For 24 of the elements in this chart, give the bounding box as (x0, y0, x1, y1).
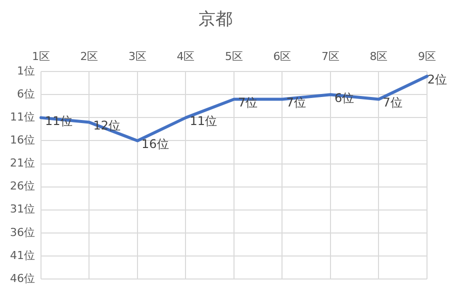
y-tick-label: 41位 (10, 248, 35, 262)
y-tick-label: 31位 (10, 202, 35, 216)
chart-title: 京都 (198, 10, 232, 30)
x-tick-label: 3区 (128, 50, 146, 63)
data-label: 7位 (382, 95, 402, 110)
data-label: 16位 (142, 136, 169, 151)
x-tick-label: 1区 (32, 50, 50, 63)
y-tick-label: 26位 (10, 180, 35, 193)
y-tick-label: 1位 (16, 64, 35, 78)
x-tick-label: 8区 (370, 50, 388, 63)
y-tick-label: 36位 (10, 226, 35, 239)
y-tick-label: 46位 (10, 272, 35, 285)
y-tick-label: 11位 (10, 110, 35, 124)
x-tick-label: 6区 (273, 50, 292, 63)
y-tick-label: 16位 (10, 134, 35, 147)
y-tick-label: 6位 (16, 88, 35, 101)
x-tick-label: 7区 (322, 50, 340, 63)
x-tick-label: 5区 (225, 50, 243, 63)
x-tick-label: 9区 (418, 50, 436, 63)
data-label: 11位 (190, 114, 218, 128)
data-label: 2位 (427, 72, 448, 86)
y-tick-label: 21位 (10, 156, 35, 170)
x-tick-label: 2区 (80, 50, 98, 63)
x-tick-label: 4区 (176, 50, 195, 63)
